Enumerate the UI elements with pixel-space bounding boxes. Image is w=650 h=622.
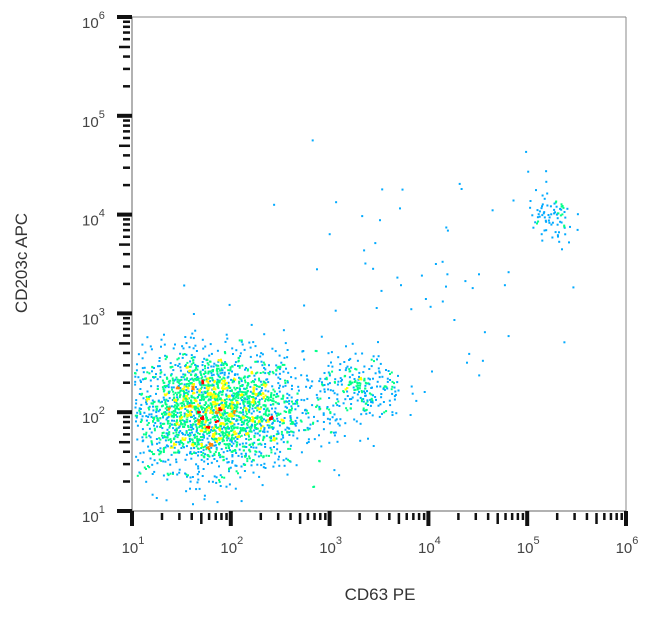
y-axis-tick-labels: 101 102 103 104 105 106 <box>82 10 105 526</box>
y-tick-label: 103 <box>82 306 105 328</box>
y-tick-label: 106 <box>82 10 105 32</box>
x-tick-label: 101 <box>122 535 145 557</box>
y-tick-label: 102 <box>82 405 105 427</box>
x-axis-tick-labels: 101 102 103 104 105 106 <box>122 535 639 557</box>
y-tick-label: 101 <box>82 504 105 526</box>
x-tick-label: 105 <box>517 535 540 557</box>
y-axis-ticks <box>117 15 132 513</box>
x-tick-label: 103 <box>319 535 342 557</box>
y-axis-title: CD203c APC <box>12 212 31 314</box>
y-tick-label: 105 <box>82 109 105 131</box>
plot-frame <box>131 16 627 512</box>
x-tick-label: 104 <box>418 535 441 557</box>
x-tick-label: 106 <box>616 535 639 557</box>
x-axis-title: CD63 PE <box>344 585 416 604</box>
x-tick-label: 102 <box>220 535 243 557</box>
x-axis-ticks <box>130 511 628 526</box>
data-points <box>134 139 579 506</box>
y-tick-label: 104 <box>82 208 105 230</box>
